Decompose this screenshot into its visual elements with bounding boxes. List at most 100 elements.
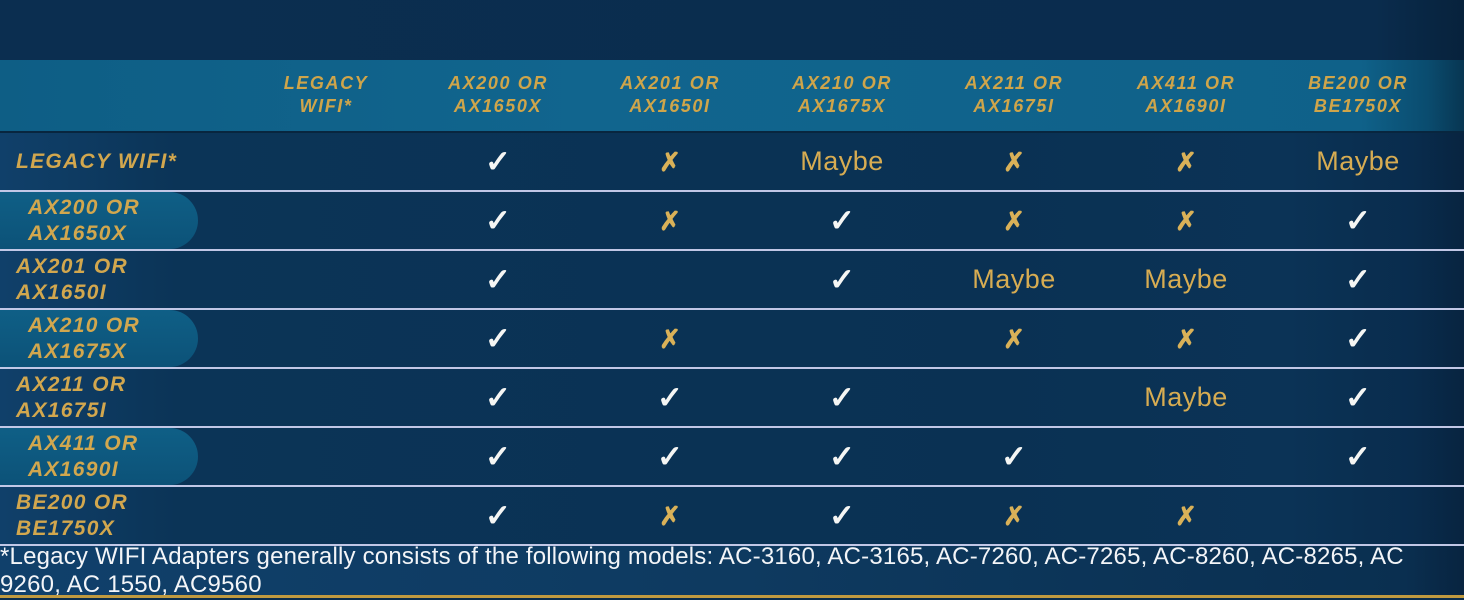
column-header-line: AX211 OR: [964, 73, 1064, 94]
column-header-ax211: AX211 OR AX1675I: [928, 60, 1100, 131]
x-icon: ✗: [659, 146, 681, 177]
table-cell: ✗: [584, 133, 756, 190]
check-icon: ✓: [1345, 262, 1371, 297]
footnote-bar: *Legacy WIFI Adapters generally consists…: [0, 543, 1464, 598]
row-label-line: LEGACY WIFI*: [16, 149, 178, 173]
check-icon: ✓: [829, 380, 855, 415]
table-cell: [240, 487, 412, 544]
row-label: LEGACY WIFI*: [0, 133, 240, 190]
table-cell: Maybe: [1100, 251, 1272, 308]
table-row: BE200 OR BE1750X ✓ ✗ ✓ ✗ ✗: [0, 487, 1464, 546]
column-header-legacy-wifi: LEGACY WIFI*: [240, 60, 412, 131]
column-header-line: AX200 OR: [448, 73, 548, 94]
table-cell: [240, 251, 412, 308]
column-header-line: BE1750X: [1313, 96, 1403, 116]
x-icon: ✗: [1175, 500, 1197, 531]
x-icon: ✗: [1175, 205, 1197, 236]
table-cell: ✗: [1100, 310, 1272, 367]
table-cell: Maybe: [1100, 369, 1272, 426]
column-header-line: AX201 OR: [620, 73, 720, 94]
table-cell: ✓: [412, 428, 584, 485]
column-header-line: LEGACY: [283, 73, 369, 94]
x-icon: ✗: [1003, 205, 1025, 236]
top-band: [0, 0, 1464, 60]
table-row: AX211 OR AX1675I ✓ ✓ ✓ Maybe ✓: [0, 369, 1464, 428]
check-icon: ✓: [1345, 321, 1371, 356]
table-cell: ✓: [756, 487, 928, 544]
row-label-line: AX1650I: [16, 280, 107, 304]
column-header-ax411: AX411 OR AX1690I: [1100, 60, 1272, 131]
row-label: BE200 OR BE1750X: [0, 487, 240, 544]
table-cell: ✓: [1272, 310, 1444, 367]
column-header-ax201: AX201 OR AX1650I: [584, 60, 756, 131]
check-icon: ✓: [485, 203, 511, 238]
check-icon: ✓: [829, 439, 855, 474]
check-icon: ✓: [829, 262, 855, 297]
table-cell: ✓: [1272, 428, 1444, 485]
header-spacer: [0, 60, 240, 131]
maybe-label: Maybe: [1316, 146, 1400, 176]
column-header-be200: BE200 OR BE1750X: [1272, 60, 1444, 131]
row-label: AX211 OR AX1675I: [0, 369, 240, 426]
check-icon: ✓: [1345, 439, 1371, 474]
table-cell: ✗: [928, 487, 1100, 544]
x-icon: ✗: [1175, 146, 1197, 177]
check-icon: ✓: [829, 498, 855, 533]
check-icon: ✓: [485, 262, 511, 297]
column-header-ax200: AX200 OR AX1650X: [412, 60, 584, 131]
column-header-line: AX1675I: [973, 96, 1055, 116]
table-cell: ✓: [584, 428, 756, 485]
table-cell: ✓: [584, 369, 756, 426]
row-label: AX411 OR AX1690I: [0, 428, 240, 485]
table-cell: ✗: [1100, 192, 1272, 249]
table-cell: ✓: [412, 133, 584, 190]
row-label: AX200 OR AX1650X: [0, 192, 240, 249]
table-cell: [240, 192, 412, 249]
table-row: AX411 OR AX1690I ✓ ✓ ✓ ✓ ✓: [0, 428, 1464, 487]
row-label-line: BE1750X: [16, 516, 115, 540]
row-label-line: AX1675I: [16, 398, 107, 422]
table-cell: ✗: [584, 487, 756, 544]
table-cell: ✓: [756, 251, 928, 308]
footnote-text: *Legacy WIFI Adapters generally consists…: [0, 542, 1404, 598]
x-icon: ✗: [1003, 323, 1025, 354]
check-icon: ✓: [485, 439, 511, 474]
x-icon: ✗: [659, 323, 681, 354]
x-icon: ✗: [659, 500, 681, 531]
table-cell: [928, 369, 1100, 426]
column-header-ax210: AX210 OR AX1675X: [756, 60, 928, 131]
column-header-line: AX1650I: [629, 96, 711, 116]
check-icon: ✓: [657, 380, 683, 415]
table-cell: ✓: [412, 251, 584, 308]
row-label-line: AX211 OR: [16, 372, 127, 396]
table-cell: [584, 251, 756, 308]
x-icon: ✗: [1003, 146, 1025, 177]
table-cell: ✓: [412, 369, 584, 426]
table-cell: [240, 133, 412, 190]
table-cell: [240, 369, 412, 426]
table-cell: ✗: [584, 310, 756, 367]
maybe-label: Maybe: [972, 264, 1056, 294]
table-row: AX201 OR AX1650I ✓ ✓ Maybe Maybe ✓: [0, 251, 1464, 310]
table-cell: ✓: [1272, 192, 1444, 249]
check-icon: ✓: [1001, 439, 1027, 474]
maybe-label: Maybe: [1144, 264, 1228, 294]
table-cell: [756, 310, 928, 367]
table-cell: ✓: [756, 428, 928, 485]
row-label-line: AX210 OR: [28, 313, 140, 337]
x-icon: ✗: [1003, 500, 1025, 531]
row-label-line: AX201 OR: [16, 254, 128, 278]
table-body: LEGACY WIFI* ✓ ✗ Maybe ✗ ✗ Maybe AX200 OR AX1650…: [0, 133, 1464, 546]
table-cell: ✓: [756, 192, 928, 249]
table-row: LEGACY WIFI* ✓ ✗ Maybe ✗ ✗ Maybe: [0, 133, 1464, 192]
table-cell: ✗: [928, 310, 1100, 367]
maybe-label: Maybe: [800, 146, 884, 176]
row-label-line: AX1650X: [28, 221, 127, 245]
row-label: AX210 OR AX1675X: [0, 310, 240, 367]
table-cell: [1100, 428, 1272, 485]
table-cell: ✗: [1100, 133, 1272, 190]
table-cell: ✓: [1272, 369, 1444, 426]
column-header-line: AX1650X: [453, 96, 543, 116]
table-cell: ✗: [584, 192, 756, 249]
